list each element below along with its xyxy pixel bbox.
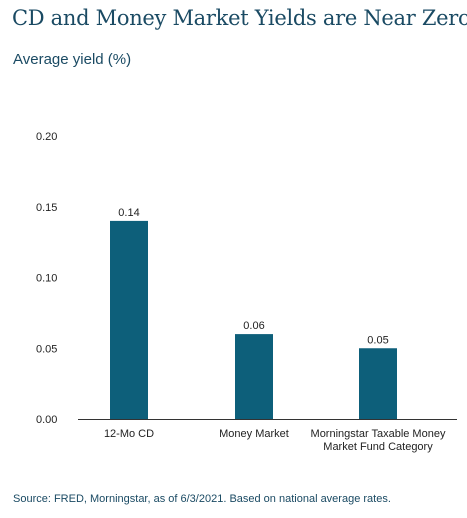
bar-chart: 0.00 0.05 0.10 0.15 0.20 0.14 12-Mo CD 0.06 Mone… — [36, 131, 457, 453]
chart-title: CD and Money Market Yields are Near Zero — [12, 6, 467, 30]
y-tick-label: 0.15 — [36, 202, 57, 214]
data-label: 0.06 — [243, 320, 264, 332]
y-tick-label: 0.00 — [36, 414, 57, 426]
data-label: 0.14 — [118, 207, 139, 219]
y-tick-label: 0.10 — [36, 273, 57, 285]
bar — [110, 220, 148, 419]
category-label: Morningstar Taxable Money — [311, 428, 446, 440]
source-note: Source: FRED, Morningstar, as of 6/3/202… — [13, 493, 391, 505]
data-label: 0.05 — [367, 334, 388, 346]
category-label: 12-Mo CD — [104, 428, 154, 440]
category-label: Market Fund Category — [323, 441, 433, 453]
y-tick-label: 0.05 — [36, 343, 57, 355]
category-label: Money Market — [219, 428, 289, 440]
chart-subtitle: Average yield (%) — [13, 51, 132, 68]
y-tick-label: 0.20 — [36, 131, 57, 143]
bar — [359, 348, 397, 419]
bar — [235, 334, 273, 419]
